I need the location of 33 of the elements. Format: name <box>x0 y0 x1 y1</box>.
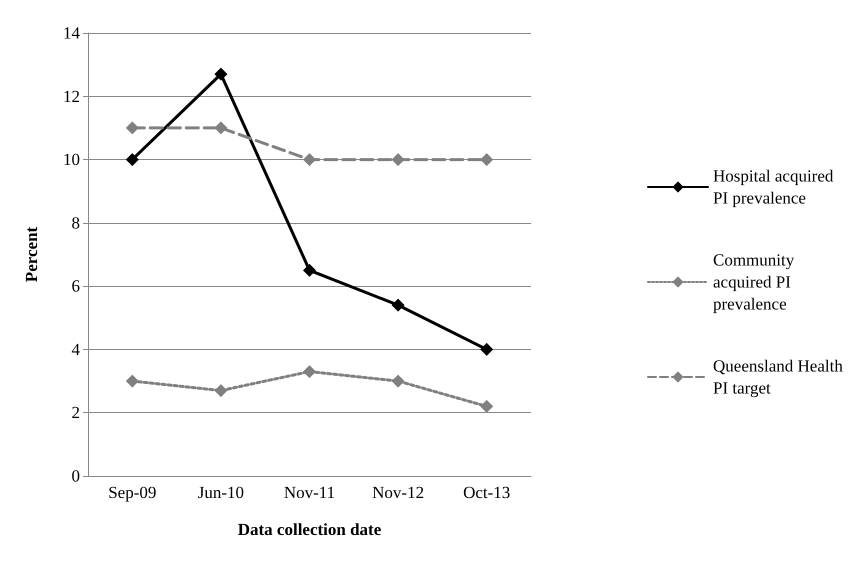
x-axis-title: Data collection date <box>238 520 382 539</box>
point <box>126 153 139 166</box>
point <box>480 400 494 413</box>
x-tick-label: Sep-09 <box>108 483 156 502</box>
y-tick-label: 2 <box>72 403 80 422</box>
x-tick-label: Nov-12 <box>372 483 424 502</box>
point <box>303 153 316 166</box>
point <box>126 374 139 388</box>
point <box>480 153 494 166</box>
y-tick-label: 0 <box>72 466 80 486</box>
y-tick-label: 12 <box>63 86 80 106</box>
x-tick-label: Jun-10 <box>198 483 244 502</box>
legend-label: Queensland Health PI target <box>713 356 848 398</box>
point <box>392 374 405 388</box>
x-tick-label: Oct-13 <box>463 483 510 502</box>
legend-label: Hospital acquired PI prevalence <box>713 166 838 208</box>
x-tick-label: Nov-11 <box>284 483 336 502</box>
point <box>214 384 228 398</box>
y-axis-title: Percent <box>22 226 41 282</box>
y-tick-label: 10 <box>63 150 80 170</box>
point <box>392 298 405 312</box>
y-tick-label: 6 <box>72 276 80 296</box>
legend-label: Community acquired PI prevalence <box>713 250 798 314</box>
point <box>480 342 494 356</box>
y-tick-label: 14 <box>63 24 80 42</box>
point <box>126 121 139 134</box>
point <box>303 264 316 277</box>
y-tick-label: 4 <box>72 340 80 359</box>
point <box>303 365 316 378</box>
point <box>392 153 405 166</box>
y-tick-label: 8 <box>72 213 80 232</box>
point <box>214 68 228 81</box>
point <box>214 121 228 134</box>
